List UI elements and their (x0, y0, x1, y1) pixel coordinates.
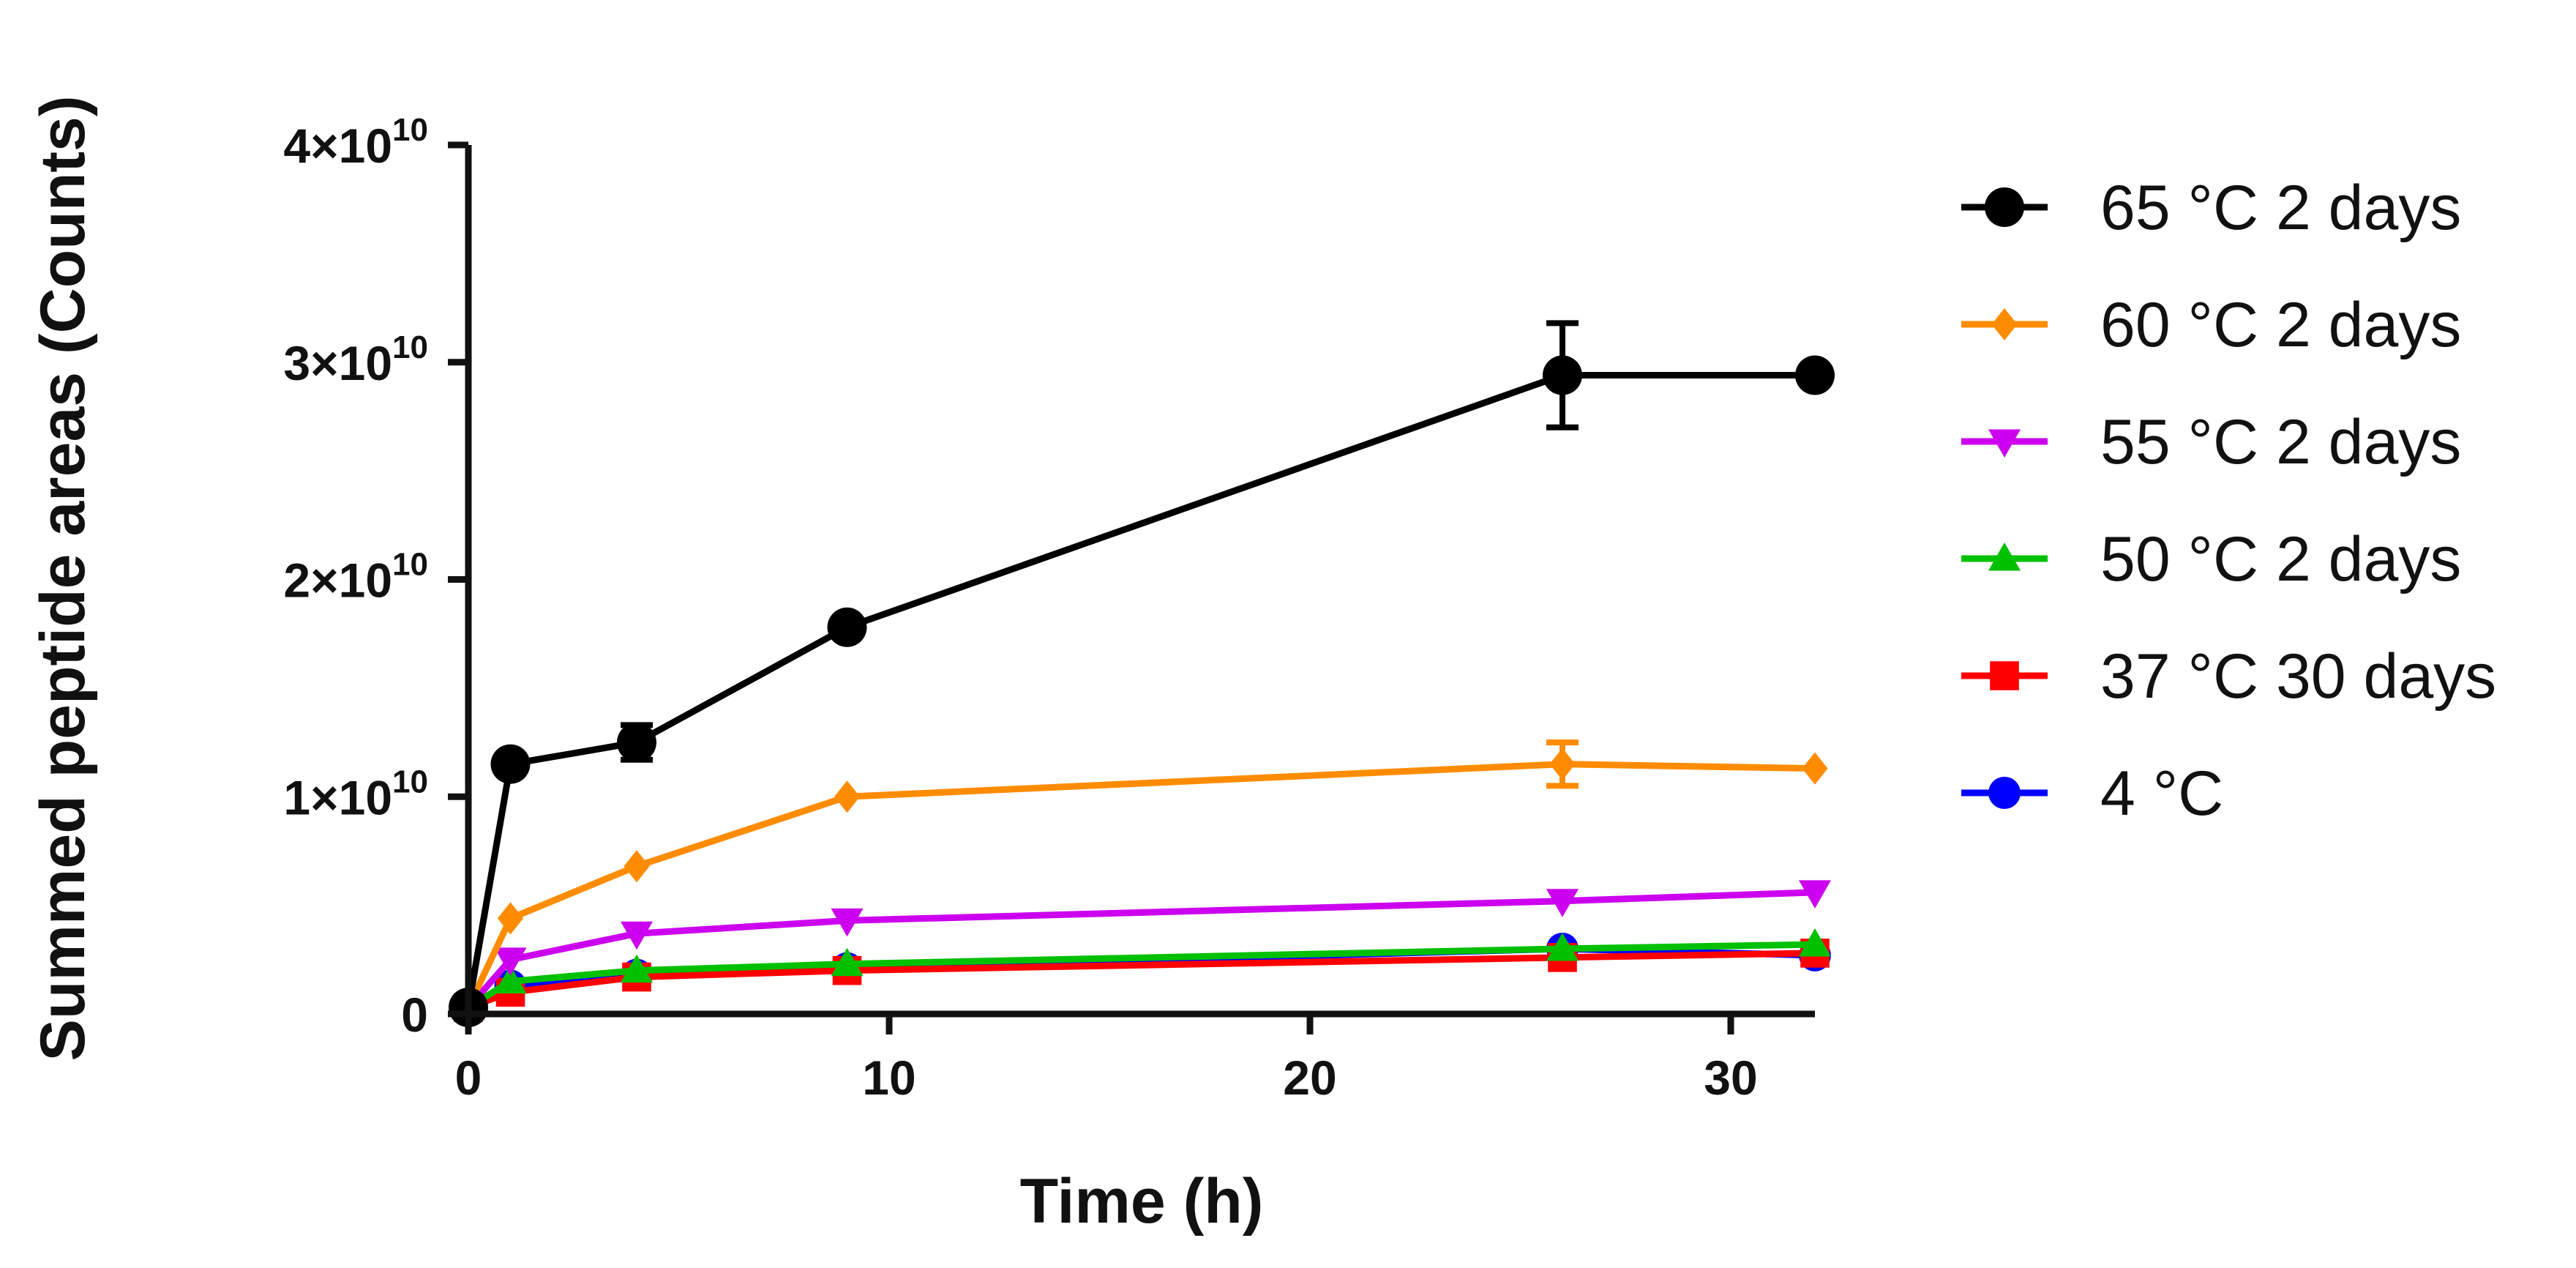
data-point (617, 723, 656, 763)
series-line (465, 761, 1816, 1010)
plot-area (449, 320, 1835, 1028)
legend-marker (1990, 661, 2019, 690)
data-point (1795, 355, 1835, 395)
legend-label: 65 °C 2 days (2100, 173, 2461, 243)
y-tick-label: 2×1010 (283, 547, 428, 608)
legend-marker (1991, 308, 2018, 340)
data-point (831, 947, 864, 977)
data-point (624, 850, 650, 883)
x-tick-label: 0 (455, 1051, 482, 1105)
data-point (831, 908, 864, 937)
data-point (1549, 747, 1576, 780)
legend-label: 60 °C 2 days (2100, 290, 2461, 360)
series-60-c-2-days (455, 739, 1828, 1024)
legend-marker (1988, 429, 2021, 458)
legend-item: 65 °C 2 days (1961, 173, 2461, 243)
axes: 0 10 20 30 0 1×1010 2×1010 3×1010 4×1010 (283, 112, 1815, 1105)
legend-item: 60 °C 2 days (1961, 290, 2461, 360)
y-tick-label: 0 (401, 988, 428, 1042)
x-tick-label: 30 (1704, 1051, 1757, 1105)
legend-marker (1988, 542, 2021, 571)
legend-item: 55 °C 2 days (1961, 407, 2461, 477)
series-line (465, 889, 1816, 1010)
series-50-c-2-days (452, 928, 1831, 1020)
legend-label: 55 °C 2 days (2100, 407, 2461, 477)
data-point (490, 744, 531, 784)
legend-item: 4 °C (1961, 758, 2223, 829)
data-point (1799, 880, 1831, 909)
legend-label: 4 °C (2100, 758, 2223, 829)
data-point (494, 965, 527, 993)
y-tick-label: 1×1010 (283, 764, 428, 824)
data-point (497, 902, 524, 935)
data-point (834, 780, 861, 813)
legend-item: 37 °C 30 days (1961, 641, 2496, 712)
data-point (1799, 928, 1831, 957)
data-point (494, 947, 527, 976)
y-tick-label: 3×1010 (283, 329, 428, 390)
y-tick-label: 4×1010 (283, 112, 428, 173)
data-point (621, 921, 653, 950)
x-tick-label: 10 (862, 1051, 916, 1105)
data-point (621, 954, 653, 983)
data-point (1802, 752, 1828, 785)
legend-item: 50 °C 2 days (1961, 524, 2461, 594)
legend-label: 37 °C 30 days (2100, 641, 2496, 712)
data-point (827, 607, 867, 647)
data-point (1546, 889, 1579, 917)
legend-label: 50 °C 2 days (2100, 524, 2461, 594)
data-point (1546, 932, 1579, 961)
legend-marker (1985, 187, 2024, 227)
series-line (465, 372, 1815, 1008)
x-tick-label: 20 (1283, 1051, 1336, 1105)
legend: 65 °C 2 days 60 °C 2 days 55 °C 2 days 50 °… (1961, 173, 2496, 829)
series-65-c-2-days (449, 320, 1835, 1028)
y-axis-title: Summed peptide areas (Counts) (28, 96, 98, 1062)
legend-marker (1988, 777, 2021, 809)
data-point (1543, 355, 1582, 395)
x-axis-title: Time (h) (1020, 1166, 1264, 1237)
